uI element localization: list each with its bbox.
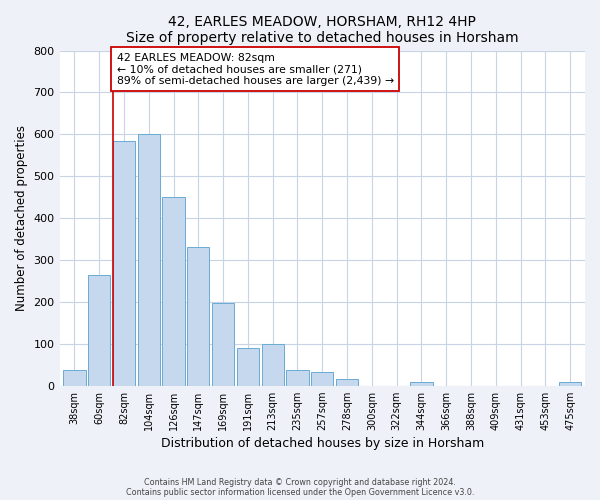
- Bar: [262, 344, 284, 386]
- Bar: [559, 382, 581, 386]
- Y-axis label: Number of detached properties: Number of detached properties: [15, 125, 28, 311]
- Bar: [187, 246, 209, 386]
- Bar: [63, 370, 86, 386]
- Bar: [88, 274, 110, 386]
- Bar: [113, 140, 135, 386]
- Text: Contains HM Land Registry data © Crown copyright and database right 2024.
Contai: Contains HM Land Registry data © Crown c…: [126, 478, 474, 497]
- Bar: [237, 348, 259, 386]
- Text: 42 EARLES MEADOW: 82sqm
← 10% of detached houses are smaller (271)
89% of semi-d: 42 EARLES MEADOW: 82sqm ← 10% of detache…: [116, 52, 394, 86]
- Bar: [137, 134, 160, 386]
- Bar: [286, 370, 308, 386]
- Bar: [311, 372, 334, 386]
- Bar: [410, 382, 433, 386]
- Title: 42, EARLES MEADOW, HORSHAM, RH12 4HP
Size of property relative to detached house: 42, EARLES MEADOW, HORSHAM, RH12 4HP Siz…: [126, 15, 518, 45]
- Bar: [336, 380, 358, 386]
- X-axis label: Distribution of detached houses by size in Horsham: Distribution of detached houses by size …: [161, 437, 484, 450]
- Bar: [163, 197, 185, 386]
- Bar: [212, 303, 234, 386]
